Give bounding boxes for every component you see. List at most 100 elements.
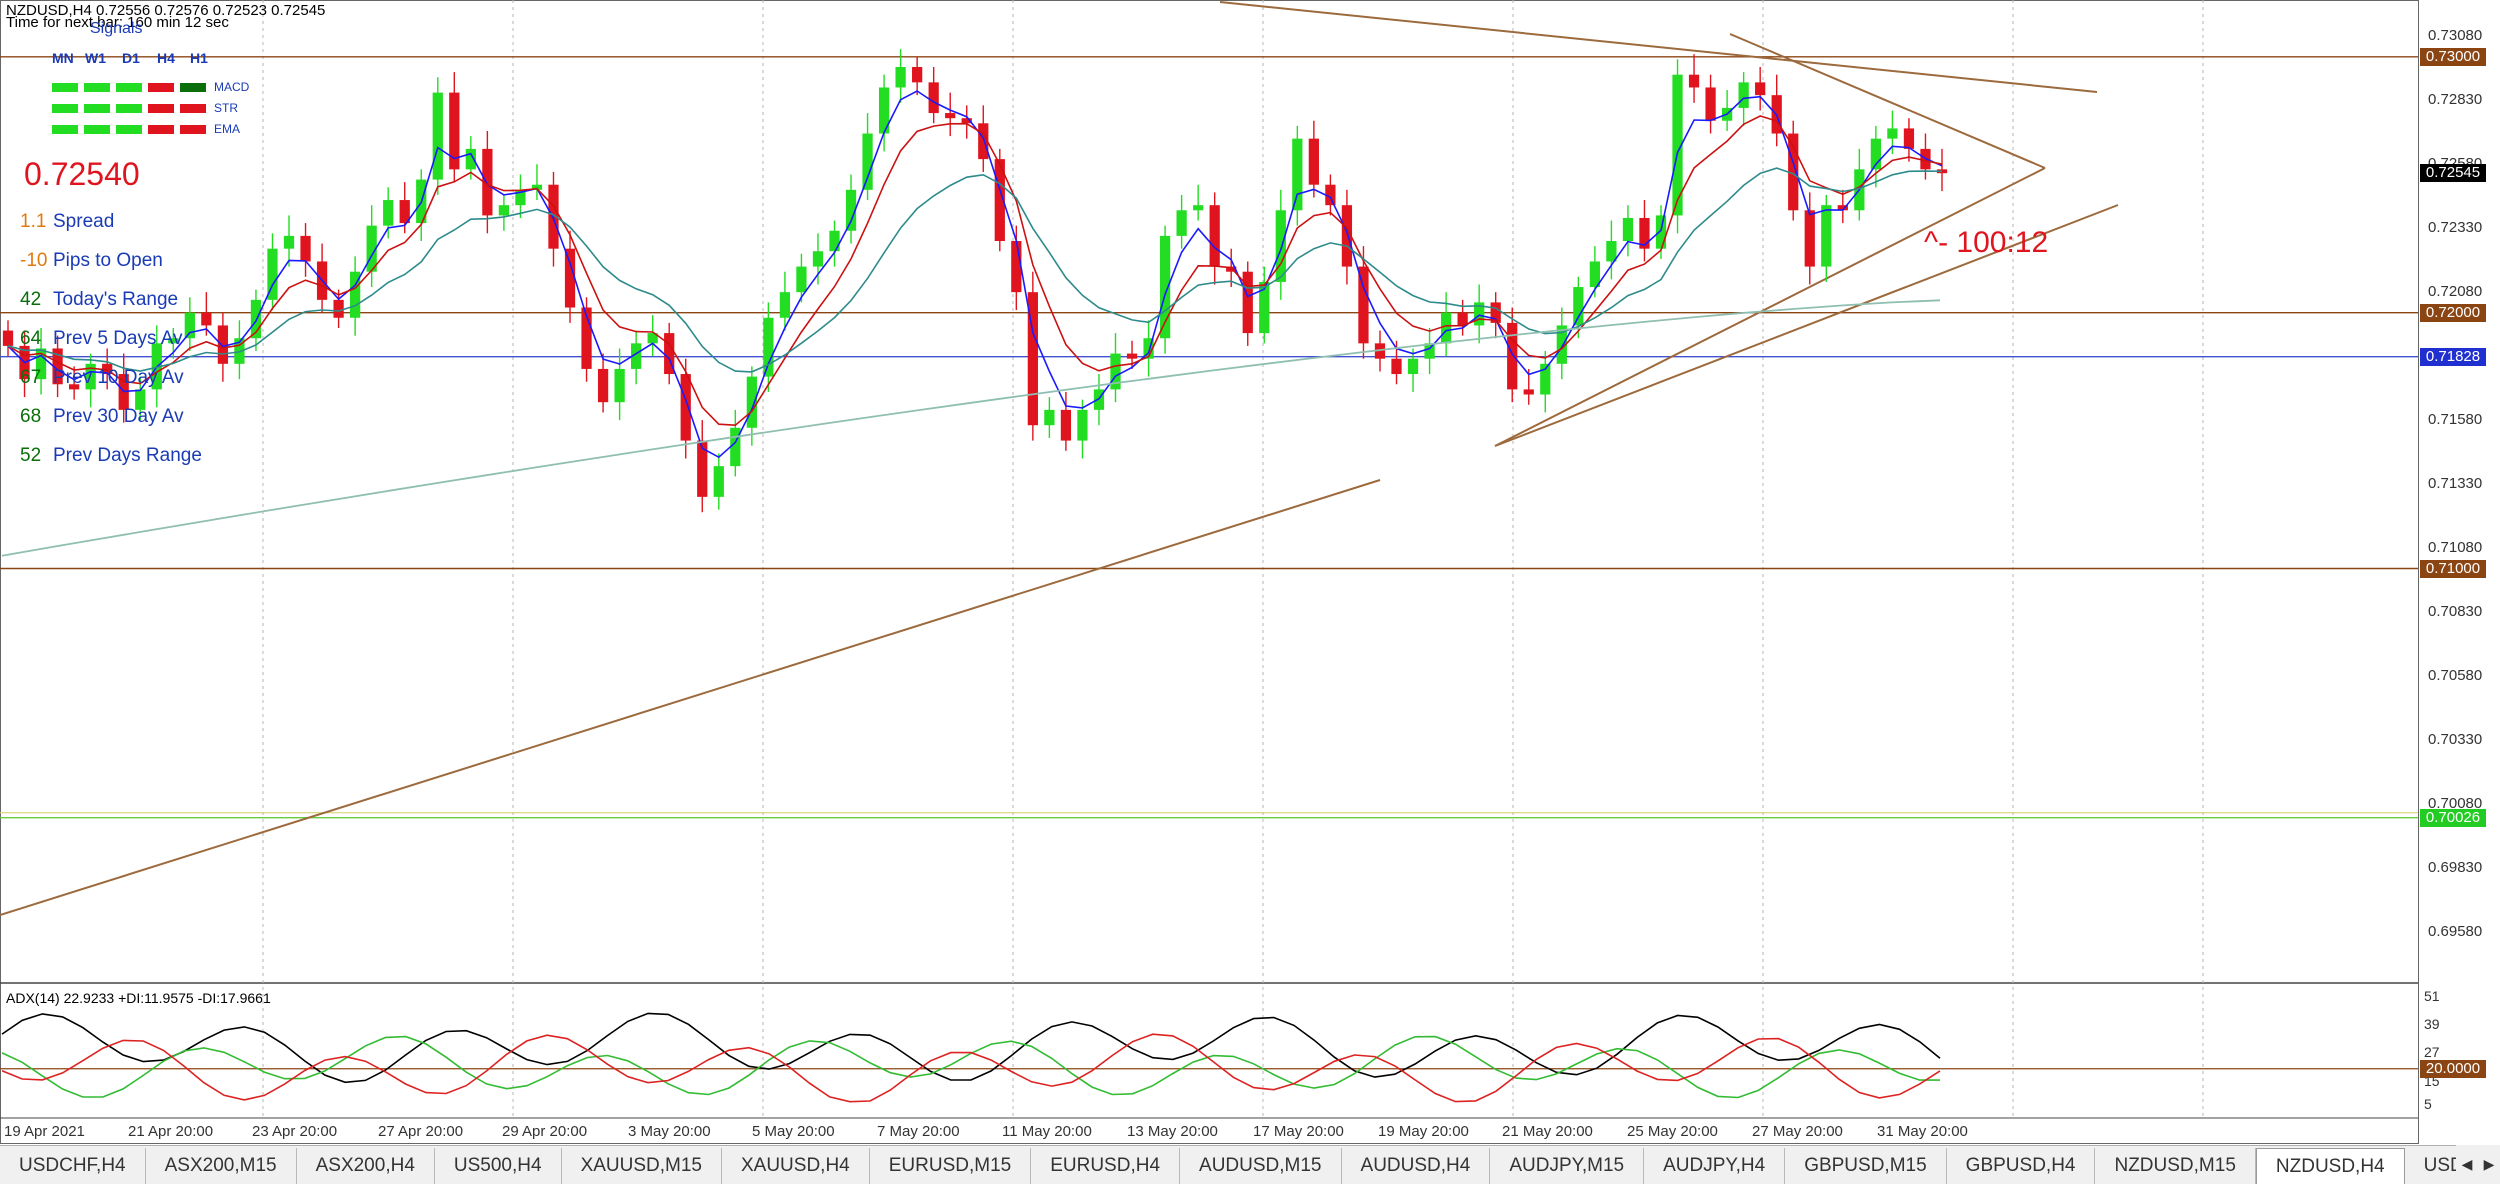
stat-label: Prev 5 Days Av [53, 328, 183, 349]
timeframe-label: MN [52, 50, 74, 66]
timeframe-label: W1 [85, 50, 106, 66]
signal-cell [116, 83, 142, 92]
chart-tab[interactable]: US500,H4 [435, 1148, 562, 1184]
price-tick-label: 0.69830 [2428, 858, 2483, 876]
price-chart[interactable] [0, 0, 2500, 1145]
time-tick-label: 23 Apr 20:00 [252, 1123, 338, 1140]
chart-tab[interactable]: ASX200,H4 [297, 1148, 435, 1184]
price-tick-label: 0.71080 [2428, 539, 2483, 557]
chart-tab[interactable]: USDCHF,H4 [0, 1148, 146, 1184]
candle [1358, 266, 1369, 344]
candle [283, 235, 295, 249]
candle [1341, 205, 1353, 267]
stat-label: Prev Days Range [53, 445, 202, 466]
price-tick-label: 0.71580 [2428, 411, 2483, 429]
candle [779, 292, 791, 318]
price-level-tag: 0.73000 [2420, 47, 2486, 66]
current-price: 0.72540 [24, 156, 140, 192]
candle [1507, 322, 1518, 390]
ema-slow-line [7, 167, 1943, 373]
signal-cell [52, 104, 78, 113]
candle [1804, 210, 1815, 267]
price-level-tag: 0.71828 [2420, 347, 2486, 366]
time-tick-label: 27 Apr 20:00 [378, 1123, 464, 1140]
chart-tab[interactable]: NZDUSD,H4 [2255, 1148, 2405, 1184]
candle [1093, 389, 1105, 410]
candle [1126, 353, 1138, 359]
chart-tab[interactable]: EURUSD,M15 [870, 1148, 1032, 1184]
ema-long-line [1, 299, 1941, 557]
candle [928, 82, 939, 114]
chart-area[interactable]: NZDUSD,H4 0.72556 0.72576 0.72523 0.7254… [0, 0, 2500, 1145]
signal-cell [148, 125, 174, 134]
candle [1556, 325, 1567, 364]
time-tick-label: 29 Apr 20:00 [502, 1123, 588, 1140]
candle [52, 348, 63, 385]
adx-plus-di-line [1, 1035, 1940, 1099]
candle [713, 466, 724, 497]
time-tick-label: 31 May 20:00 [1877, 1123, 1968, 1140]
signal-row-label: EMA [214, 122, 241, 136]
candle [1655, 215, 1667, 249]
chart-tab[interactable]: AUDJPY,H4 [1644, 1148, 1786, 1184]
chart-tab[interactable]: XAUUSD,M15 [562, 1148, 722, 1184]
candle [184, 312, 195, 339]
price-tick-label: 0.71330 [2428, 475, 2483, 493]
time-tick-label: 19 May 20:00 [1378, 1123, 1469, 1140]
trendline [1219, 1, 2098, 93]
trendline [0, 479, 1381, 916]
time-tick-label: 3 May 20:00 [628, 1123, 711, 1140]
candle [366, 225, 377, 272]
chart-tab[interactable]: AUDJPY,M15 [1490, 1148, 1645, 1184]
chart-tab[interactable]: AUDUSD,M15 [1180, 1148, 1342, 1184]
candle [432, 92, 443, 180]
candle [746, 376, 757, 428]
candle [1077, 409, 1088, 441]
candle [878, 87, 890, 134]
candle [796, 266, 807, 293]
time-tick-label: 5 May 20:00 [752, 1123, 835, 1140]
candle [1060, 409, 1072, 441]
scroll-left-icon[interactable]: ◀ [2461, 1155, 2473, 1172]
candle [945, 113, 956, 119]
trendline [1729, 33, 2046, 169]
candle [978, 123, 989, 160]
adx-tick-label: 5 [2424, 1096, 2432, 1112]
candle [1903, 128, 1915, 149]
candle [845, 189, 857, 231]
candle [631, 343, 642, 369]
chart-tab[interactable]: GBPUSD,M15 [1785, 1148, 1947, 1184]
candle [1325, 184, 1336, 206]
candle [333, 299, 344, 318]
candle [1606, 240, 1617, 262]
candle [498, 205, 510, 216]
candle [1457, 312, 1468, 326]
candle [1573, 287, 1584, 326]
chart-tab[interactable]: AUDUSD,H4 [1342, 1148, 1491, 1184]
chart-tab[interactable]: XAUUSD,H4 [722, 1148, 870, 1184]
candle [1308, 138, 1319, 185]
time-tick-label: 17 May 20:00 [1253, 1123, 1344, 1140]
candle [1424, 343, 1435, 359]
price-tick-label: 0.70080 [2428, 794, 2483, 812]
chart-tab[interactable]: EURUSD,H4 [1031, 1148, 1181, 1184]
signal-cell [148, 104, 174, 113]
chart-tab[interactable]: GBPUSD,H4 [1947, 1148, 2096, 1184]
time-tick-label: 25 May 20:00 [1627, 1123, 1718, 1140]
chart-tab[interactable]: ASX200,M15 [146, 1148, 297, 1184]
candle [1490, 302, 1501, 323]
candle [515, 189, 526, 206]
chart-tab[interactable]: NZDUSD,M15 [2095, 1148, 2256, 1184]
price-tick-label: 0.70330 [2428, 730, 2483, 748]
trendline [1494, 204, 2119, 447]
candle [1837, 205, 1848, 211]
candle [1176, 210, 1187, 236]
price-tick-label: 0.69580 [2428, 922, 2483, 940]
timeframe-label: H4 [157, 50, 175, 66]
candle [1275, 210, 1286, 282]
candle [1755, 82, 1766, 96]
candle [35, 348, 47, 380]
candle [1589, 261, 1600, 288]
candle [1440, 312, 1452, 344]
scroll-right-icon[interactable]: ▶ [2483, 1155, 2495, 1172]
